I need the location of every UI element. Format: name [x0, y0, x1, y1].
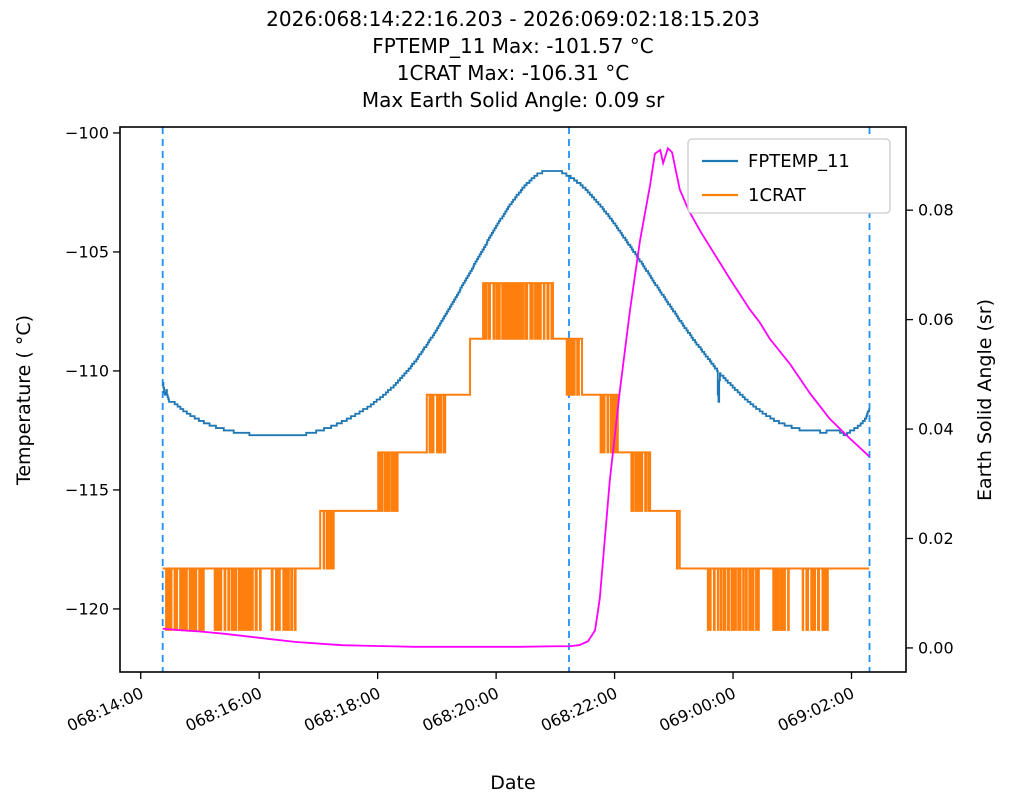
series-1crat — [162, 282, 870, 631]
x-tick-label: 068:16:00 — [183, 683, 265, 735]
y-tick-label-right: 0.08 — [918, 201, 954, 220]
chart-title: 2026:068:14:22:16.203 - 2026:069:02:18:1… — [120, 6, 906, 114]
x-tick-label: 068:20:00 — [419, 683, 501, 735]
y-tick-label-right: 0.02 — [918, 529, 954, 548]
legend-box — [687, 138, 891, 214]
legend: FPTEMP_11 1CRAT — [687, 138, 891, 214]
y-tick-label-left: −120 — [65, 599, 109, 618]
x-tick-label: 069:02:00 — [775, 683, 857, 735]
y-tick-label-right: 0.04 — [918, 420, 954, 439]
x-axis-label: Date — [490, 772, 536, 794]
x-tick-label: 069:00:00 — [656, 683, 738, 735]
x-tick-label: 068:22:00 — [538, 683, 620, 735]
plot-frame — [119, 126, 907, 673]
y-tick-label-right: 0.00 — [918, 638, 954, 657]
title-solid-angle-max: Max Earth Solid Angle: 0.09 sr — [361, 88, 665, 112]
title-1crat-max: 1CRAT Max: -106.31 °C — [396, 61, 630, 85]
y-tick-label-left: −100 — [65, 123, 109, 142]
y-tick-label-left: −110 — [65, 361, 109, 380]
y-tick-label-left: −115 — [65, 480, 109, 499]
title-fptemp-max: FPTEMP_11 Max: -101.57 °C — [372, 34, 654, 58]
legend-label: 1CRAT — [748, 185, 807, 206]
x-tick-label: 068:18:00 — [301, 683, 383, 735]
series-fptemp-11 — [162, 170, 871, 437]
y-tick-label-left: −105 — [65, 242, 109, 261]
x-tick-label: 068:14:00 — [64, 683, 146, 735]
legend-label: FPTEMP_11 — [748, 151, 850, 172]
axes-ticks: 068:14:00 068:16:00 068:18:00 068:20:00 068:… — [64, 123, 954, 735]
event-vlines — [161, 127, 871, 672]
title-date-range: 2026:068:14:22:16.203 - 2026:069:02:18:1… — [266, 7, 760, 31]
y-tick-label-right: 0.06 — [918, 310, 954, 329]
series-earth-solid-angle — [162, 146, 870, 648]
